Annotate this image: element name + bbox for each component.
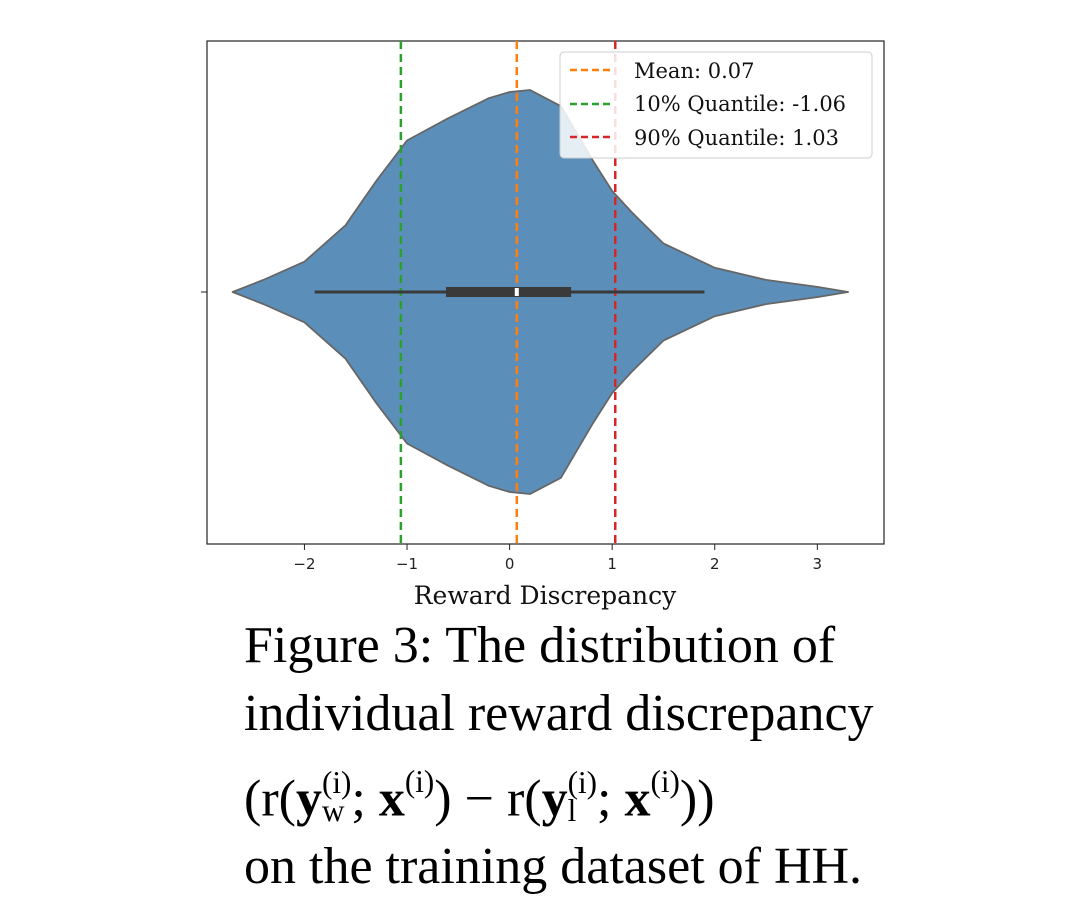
x-axis-label: Reward Discrepancy xyxy=(414,581,677,610)
caption-line-4: on the training dataset of HH. xyxy=(244,838,863,896)
x-tick-label-5: 3 xyxy=(813,555,823,573)
x-axis-ticks: −2 −1 0 1 2 3 xyxy=(293,544,822,573)
caption-line-1: Figure 3: The distribution of xyxy=(244,617,836,674)
x-tick-label-3: 1 xyxy=(607,555,617,573)
legend-q90-label: 90% Quantile: 1.03 xyxy=(634,126,839,150)
x-tick-label-0: −2 xyxy=(293,555,315,573)
box-layer xyxy=(314,287,705,297)
legend: Mean: 0.07 10% Quantile: -1.06 90% Quant… xyxy=(559,51,873,159)
figure-caption: Figure 3: The distribution of individual… xyxy=(244,612,924,901)
legend-mean-label: Mean: 0.07 xyxy=(634,59,754,83)
violin-chart: −2 −1 0 1 2 3 Reward Discrepancy Mean: 0.07 1… xyxy=(201,40,885,610)
caption-line-2: individual reward discrepancy xyxy=(244,685,874,742)
legend-q10-label: 10% Quantile: -1.06 xyxy=(634,92,846,116)
caption-line-3: (r(y (i) w; x(i)) − r(y (i) l; x(i))) xyxy=(244,764,715,829)
iqr-box xyxy=(446,287,572,297)
x-tick-label-1: −1 xyxy=(396,555,418,573)
x-tick-label-2: 0 xyxy=(505,555,515,573)
x-tick-label-4: 2 xyxy=(710,555,720,573)
median-marker xyxy=(514,288,519,296)
legend-box xyxy=(559,51,873,159)
